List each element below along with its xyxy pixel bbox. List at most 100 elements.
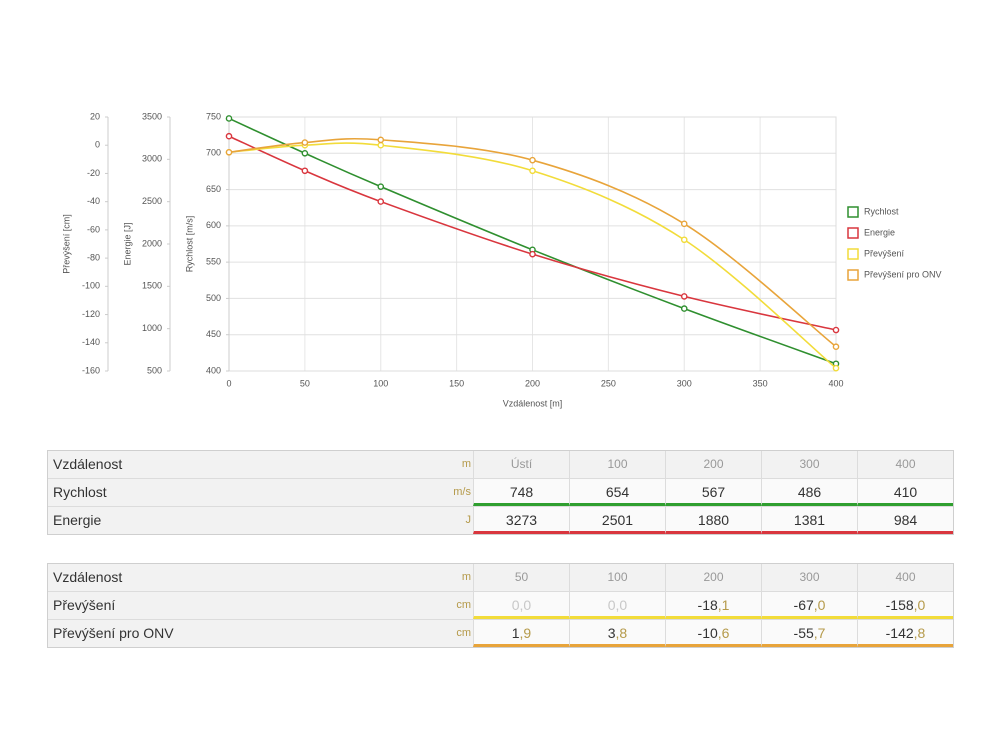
row-unit: m: [461, 571, 471, 583]
table-cell: 567: [665, 479, 761, 506]
row-label: Převýšení: [53, 597, 116, 613]
row-label: Vzdálenost: [53, 569, 123, 585]
y-tick-label: 600: [206, 220, 221, 230]
table-cell: 654: [569, 479, 665, 506]
y-tick-label: 1000: [142, 323, 162, 333]
y-tick-label: 500: [206, 293, 221, 303]
row-unit: m/s: [453, 486, 471, 498]
cell-decimal: ,0: [615, 597, 628, 613]
table-cell: 1880: [665, 507, 761, 534]
table-cell: -55,7: [761, 620, 857, 647]
table-cell: 200: [665, 564, 761, 591]
table-row: Energie J 3273 2501 1880 1381 984: [48, 506, 953, 534]
table-cell: 50: [473, 564, 569, 591]
y-axis-title: Energie [J]: [122, 222, 132, 265]
cell-decimal: ,1: [717, 597, 730, 613]
data-point: [529, 156, 536, 164]
data-point: [377, 136, 385, 144]
y-tick-label: 20: [90, 111, 100, 121]
data-point: [377, 141, 385, 149]
data-point: [377, 198, 385, 205]
legend-swatch: [847, 206, 859, 218]
legend-label: Energie: [864, 227, 895, 237]
row-unit: m: [461, 458, 471, 470]
table-cell: 748: [473, 479, 569, 506]
cell-whole: -18: [697, 597, 718, 613]
header-row: Vzdálenost m 50 100 200 300 400: [48, 564, 953, 591]
y-tick-label: 750: [206, 111, 221, 121]
y-tick-label: 700: [206, 148, 221, 158]
y-tick-label: -20: [87, 168, 100, 178]
table-row: Převýšení cm 0,0 0,0 -18,1 -67,0 -158,0: [48, 591, 953, 619]
data-point: [832, 326, 840, 334]
table-cell: 200: [665, 451, 761, 478]
y-tick-label: -120: [82, 309, 100, 319]
table-cell: 3,8: [569, 620, 665, 647]
table-row: Převýšení pro ONV cm 1,9 3,8 -10,6 -55,7 -142,…: [48, 619, 953, 647]
y-tick-label: -160: [82, 365, 100, 375]
x-tick-label: 50: [300, 378, 310, 388]
data-point: [680, 305, 688, 312]
x-tick-label: 250: [601, 378, 616, 388]
table-cell: -10,6: [665, 620, 761, 647]
x-axis-title: Vzdálenost [m]: [503, 398, 563, 408]
table-speed-energy: Vzdálenost m Ústí 100 200 300 400 Rychlost m/s 74…: [47, 450, 954, 535]
table-cell: 300: [761, 564, 857, 591]
table-cell: 0,0: [473, 592, 569, 619]
x-tick-label: 200: [525, 378, 540, 388]
data-point: [301, 167, 309, 175]
table-cell: -142,8: [857, 620, 953, 647]
y-axis-title: Převýšení [cm]: [61, 214, 71, 274]
legend-swatch: [847, 269, 859, 281]
y-tick-label: -140: [82, 337, 100, 347]
cell-decimal: ,0: [813, 597, 826, 613]
table-cell: 984: [857, 507, 953, 534]
cell-decimal: ,8: [615, 625, 628, 641]
cell-decimal: ,0: [913, 597, 926, 613]
cell-decimal: ,8: [913, 625, 926, 641]
data-point: [680, 293, 688, 300]
data-point: [832, 364, 840, 372]
x-tick-label: 350: [753, 378, 768, 388]
legend-label: Převýšení: [864, 248, 905, 258]
x-tick-label: 150: [449, 378, 464, 388]
y-tick-label: 550: [206, 257, 221, 267]
legend-swatch: [847, 227, 859, 239]
y-tick-label: 0: [95, 140, 100, 150]
data-point: [225, 115, 233, 122]
row-label: Rychlost: [53, 484, 107, 500]
row-unit: cm: [456, 599, 471, 611]
table-cell: 2501: [569, 507, 665, 534]
cell-whole: -158: [885, 597, 914, 613]
y-tick-label: -60: [87, 224, 100, 234]
table-cell: 400: [857, 564, 953, 591]
y-axis-title: Rychlost [m/s]: [184, 216, 194, 273]
y-tick-label: 2500: [142, 196, 162, 206]
cell-whole: -67: [793, 597, 814, 613]
chart: 0 50 100 150 200 250 300 350 400 Vzdálenost [m] 40…: [61, 111, 941, 408]
x-tick-label: 100: [373, 378, 388, 388]
data-point: [301, 149, 309, 157]
table-cell: 100: [569, 451, 665, 478]
y-tick-label: 3000: [142, 154, 162, 164]
table-cell: Ústí: [473, 451, 569, 478]
data-point: [225, 148, 233, 156]
x-tick-label: 400: [828, 378, 843, 388]
row-label: Energie: [53, 512, 102, 528]
table-cell: 300: [761, 451, 857, 478]
table-cell: -18,1: [665, 592, 761, 619]
y-tick-label: 400: [206, 365, 221, 375]
x-tick-label: 300: [677, 378, 692, 388]
data-point: [377, 183, 385, 190]
table-cell: -67,0: [761, 592, 857, 619]
table-cell: 0,0: [569, 592, 665, 619]
y-tick-label: 450: [206, 329, 221, 339]
data-point: [301, 139, 309, 146]
header-row: Vzdálenost m Ústí 100 200 300 400: [48, 451, 953, 478]
y-tick-label: 650: [206, 184, 221, 194]
cell-whole: 0: [607, 597, 616, 613]
cell-decimal: ,7: [813, 625, 826, 641]
data-point: [529, 250, 536, 258]
y-tick-label: 1500: [142, 281, 162, 291]
